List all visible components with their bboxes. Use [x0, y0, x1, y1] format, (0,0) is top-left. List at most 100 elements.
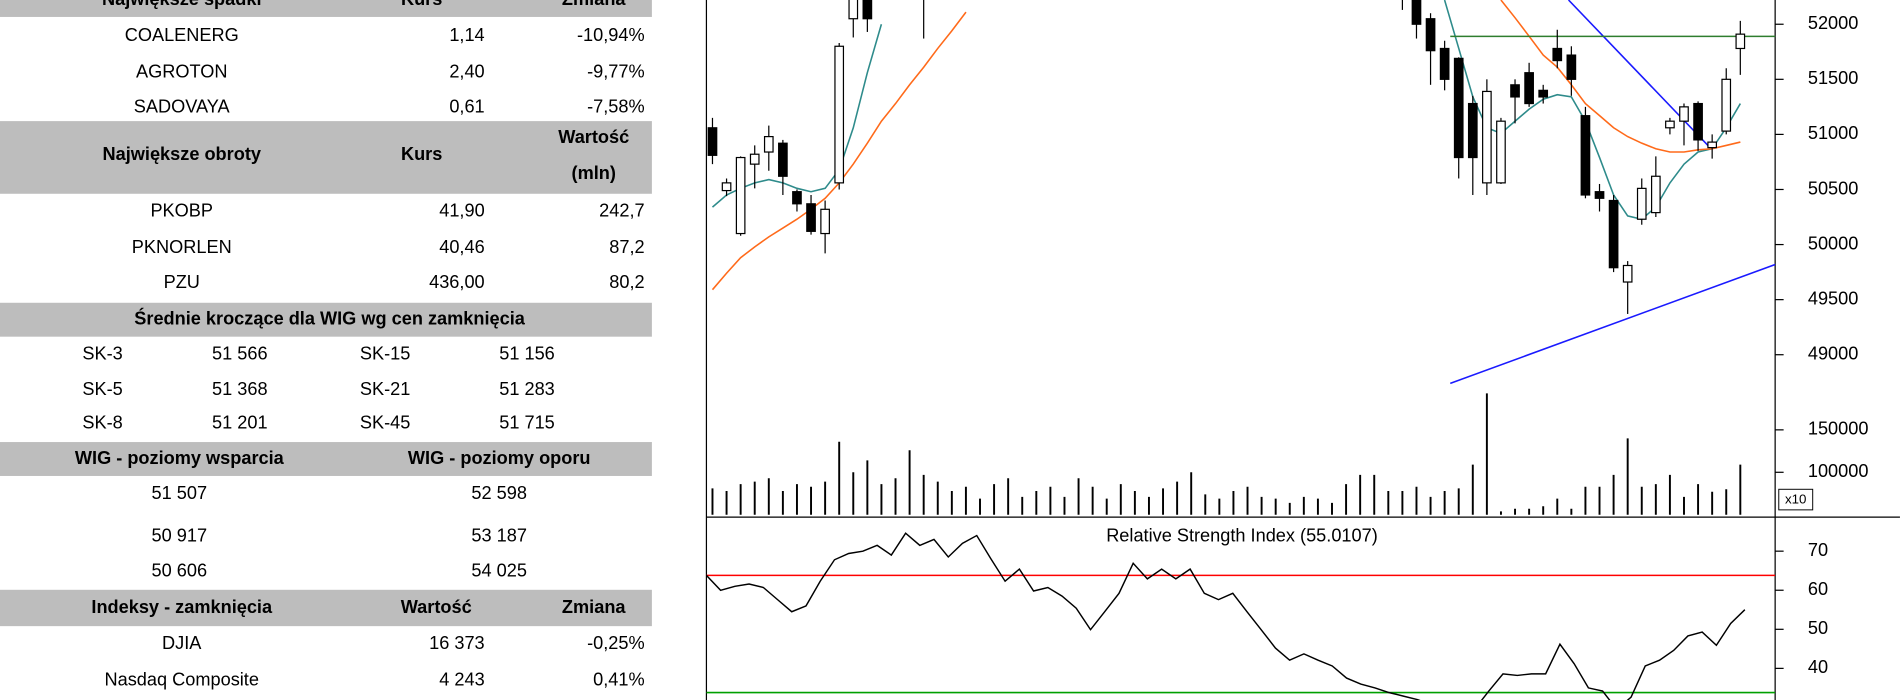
table-header-cell: WIG - poziomy oporu — [408, 448, 591, 468]
table-cell: DJIA — [162, 633, 202, 653]
table-header-cell: Największe spadki — [102, 0, 261, 9]
table-cell: 4 243 — [439, 669, 484, 689]
y-tick-label: 50500 — [1808, 178, 1859, 198]
table-cell: 242,7 — [599, 201, 644, 221]
table-cell: -9,77% — [587, 61, 645, 81]
table-header-cell: Kurs — [401, 144, 442, 164]
table-cell: SK-15 — [360, 344, 410, 364]
table-header-cell: Zmiana — [562, 0, 626, 9]
table-header-cell: Kurs — [401, 0, 442, 9]
table-header-cell: Wartość — [558, 127, 629, 147]
y-tick-label: 100000 — [1808, 461, 1869, 481]
table-cell: 436,00 — [429, 272, 485, 292]
candle-body — [1665, 120, 1675, 129]
y-tick-label: 52000 — [1808, 13, 1859, 33]
table-cell: PKOBP — [150, 201, 213, 221]
y-tick-label: 40 — [1808, 657, 1828, 677]
table-header-cell: Największe obroty — [103, 144, 261, 164]
table-cell: SK-45 — [360, 413, 410, 433]
rsi-panel — [706, 532, 1776, 700]
table-cell: 51 507 — [152, 483, 208, 503]
candle-body — [1707, 141, 1718, 149]
candle-body — [778, 142, 788, 177]
table-cell: SADOVAYA — [134, 97, 231, 117]
table-cell: PKNORLEN — [132, 237, 232, 257]
table-cell: 51 283 — [499, 379, 555, 399]
trend-line — [1449, 263, 1776, 385]
table-header-cell: Wartość — [401, 597, 472, 617]
candle-body — [1622, 264, 1633, 283]
table-cell: 51 201 — [212, 413, 268, 433]
rsi-title: Relative Strength Index (55.0107) — [1106, 525, 1378, 545]
table-cell: COALENERG — [125, 25, 239, 45]
table-cell: 40,46 — [439, 237, 484, 257]
axis-note: x10 — [1785, 492, 1806, 507]
table-cell: 80,2 — [609, 272, 644, 292]
candle-body — [1524, 72, 1534, 105]
table-header-cell: WIG - poziomy wsparcia — [75, 448, 285, 468]
table-cell: 53 187 — [471, 525, 527, 545]
y-tick-label: 60 — [1808, 579, 1828, 599]
table-cell: 51 566 — [212, 344, 268, 364]
table-panel: Największe spadki Kurs Zmiana COALENERG 1,14… — [0, 0, 652, 689]
candle-body — [848, 0, 859, 20]
table-cell: SK-21 — [360, 379, 410, 399]
axis-note-box — [1778, 488, 1814, 511]
y-tick-label: 50000 — [1808, 233, 1859, 253]
table-cell: -10,94% — [577, 25, 645, 45]
candle-body — [763, 135, 774, 153]
candle-body — [1608, 199, 1619, 269]
candle-body — [1453, 57, 1464, 159]
y-tick-label: 49000 — [1808, 344, 1859, 364]
candle-body — [1411, 0, 1422, 25]
candle-body — [1679, 106, 1689, 122]
candle-body — [1735, 33, 1746, 50]
table-cell: 41,90 — [439, 201, 484, 221]
volume-panel — [711, 393, 1742, 515]
table-header-bg — [0, 121, 652, 194]
table-cell: 51 715 — [499, 413, 555, 433]
candle-body — [1566, 54, 1577, 80]
table-cell: Nasdaq Composite — [105, 669, 259, 689]
candle-body — [1693, 102, 1703, 141]
candle-body — [749, 153, 760, 165]
candle-body — [1552, 47, 1563, 62]
candle-body — [1594, 191, 1605, 199]
table-cell: SK-8 — [82, 413, 122, 433]
candle-body — [735, 156, 746, 235]
table-header-bg — [0, 442, 652, 476]
candle-body — [1721, 78, 1732, 132]
candle-body — [721, 182, 732, 192]
candle-body — [806, 203, 816, 232]
price-panel — [707, 0, 1776, 385]
table-cell: -0,25% — [587, 633, 645, 653]
candle-body — [834, 45, 845, 184]
candle-body — [1650, 175, 1661, 214]
table-cell: 1,14 — [449, 25, 484, 45]
table-cell: 16 373 — [429, 633, 485, 653]
candle-body — [1510, 84, 1520, 98]
rsi-line — [706, 532, 1746, 700]
candle-body — [792, 191, 802, 205]
candle-body — [1580, 115, 1591, 196]
table-cell: 51 156 — [499, 344, 555, 364]
candle-body — [1482, 90, 1492, 184]
y-tick-label: 51500 — [1808, 68, 1859, 88]
table-header-cell: Indeksy - zamknięcia — [91, 597, 273, 617]
table-cell: -7,58% — [587, 97, 645, 117]
table-cell: 2,40 — [449, 61, 484, 81]
candle-body — [1439, 47, 1450, 80]
table-cell: SK-3 — [82, 344, 122, 364]
candle-body — [707, 127, 718, 156]
y-tick-label: 70 — [1808, 540, 1828, 560]
table-cell: 51 368 — [212, 379, 268, 399]
y-tick-label: 150000 — [1808, 419, 1869, 439]
table-cell: 87,2 — [609, 237, 644, 257]
y-tick-label: 50 — [1808, 618, 1828, 638]
candle-body — [1467, 102, 1478, 159]
table-cell: 0,41% — [593, 669, 644, 689]
table-cell: PZU — [164, 272, 200, 292]
